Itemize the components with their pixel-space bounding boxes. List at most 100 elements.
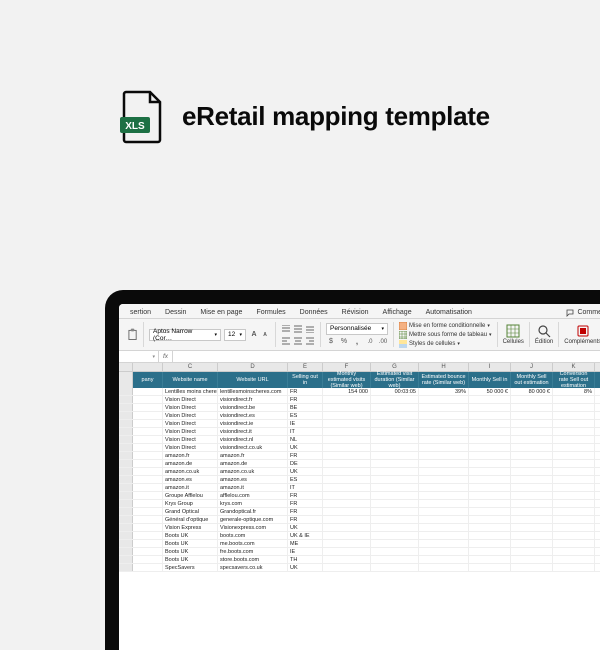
table-cell[interactable] [419,532,469,539]
table-header-cell[interactable]: Selling out in [288,372,323,388]
row-number[interactable] [119,404,133,411]
table-cell[interactable]: ES [288,412,323,419]
column-letter[interactable] [133,363,163,371]
table-header-cell[interactable]: Monthly Sell out estimation [511,372,553,388]
table-cell[interactable] [469,460,511,467]
table-cell[interactable] [553,468,595,475]
table-cell[interactable]: fre.boots.com [218,548,288,555]
table-cell[interactable]: specsavers.co.uk [218,564,288,571]
table-cell[interactable] [553,452,595,459]
table-cell[interactable] [469,476,511,483]
table-cell[interactable] [371,516,419,523]
table-cell[interactable] [511,444,553,451]
table-cell[interactable] [371,412,419,419]
table-cell[interactable]: amazon.co.uk [163,468,218,475]
comma-icon[interactable]: , [352,337,362,347]
table-cell[interactable]: UK [288,564,323,571]
table-cell[interactable] [469,436,511,443]
table-cell[interactable]: Boots UK [163,532,218,539]
table-cell[interactable] [371,548,419,555]
table-cell[interactable] [511,404,553,411]
column-letter[interactable]: G [371,363,419,371]
table-cell[interactable] [419,540,469,547]
font-size-select[interactable]: 12▾ [224,329,246,341]
table-cell[interactable]: UK & IE [288,532,323,539]
table-cell[interactable] [511,516,553,523]
paste-icon[interactable] [128,330,138,340]
table-cell[interactable] [553,556,595,563]
addins-button[interactable]: Compléments [564,324,600,345]
table-cell[interactable] [469,500,511,507]
table-cell[interactable]: Grand Optical [163,508,218,515]
table-cell[interactable] [419,484,469,491]
currency-icon[interactable]: $ [326,337,336,347]
select-all-corner[interactable] [119,363,133,371]
table-cell[interactable] [553,516,595,523]
table-cell[interactable] [371,436,419,443]
table-cell[interactable]: generale-optique.com [218,516,288,523]
name-box[interactable]: ▾ [119,351,159,362]
table-cell[interactable]: 39% [419,388,469,395]
row-number[interactable] [119,540,133,547]
table-cell[interactable]: Vision Direct [163,404,218,411]
table-cell[interactable] [371,460,419,467]
ribbon-tab[interactable]: Dessin [158,307,193,318]
column-letter[interactable]: K [553,363,595,371]
table-cell[interactable]: Krys Group [163,500,218,507]
table-cell[interactable] [133,500,163,507]
column-letter[interactable]: C [163,363,218,371]
row-number[interactable] [119,556,133,563]
row-number[interactable] [119,412,133,419]
table-cell[interactable]: visiondirect.co.uk [218,444,288,451]
row-number[interactable] [119,508,133,515]
table-cell[interactable]: boots.com [218,532,288,539]
table-header-cell[interactable]: pany [133,372,163,388]
table-cell[interactable]: visiondirect.ie [218,420,288,427]
table-cell[interactable]: ES [288,476,323,483]
table-cell[interactable]: amazon.it [163,484,218,491]
table-cell[interactable] [133,532,163,539]
table-cell[interactable] [553,508,595,515]
table-cell[interactable]: NL [288,436,323,443]
row-number[interactable] [119,564,133,571]
table-cell[interactable] [133,404,163,411]
table-cell[interactable] [469,468,511,475]
align-top-icon[interactable] [281,324,291,334]
table-cell[interactable] [133,548,163,555]
table-cell[interactable] [511,412,553,419]
table-cell[interactable] [133,524,163,531]
table-cell[interactable] [323,420,371,427]
table-cell[interactable] [419,564,469,571]
align-center-icon[interactable] [293,336,303,346]
table-cell[interactable] [511,452,553,459]
table-cell[interactable]: visiondirect.it [218,428,288,435]
table-cell[interactable]: amazon.de [163,460,218,467]
table-cell[interactable] [133,492,163,499]
table-cell[interactable] [419,524,469,531]
ribbon-tab[interactable]: Données [293,307,335,318]
table-cell[interactable] [419,420,469,427]
row-number[interactable] [119,452,133,459]
table-cell[interactable] [133,460,163,467]
table-header-cell[interactable]: Website URL [218,372,288,388]
table-cell[interactable] [323,428,371,435]
table-cell[interactable] [323,508,371,515]
ribbon-tab[interactable]: Affichage [376,307,419,318]
table-cell[interactable] [511,508,553,515]
table-cell[interactable] [133,428,163,435]
table-cell[interactable] [133,476,163,483]
table-cell[interactable] [323,484,371,491]
ribbon-tab[interactable]: sertion [123,307,158,318]
dec-decimal-icon[interactable]: .00 [378,337,388,347]
table-cell[interactable] [323,500,371,507]
table-cell[interactable]: Vision Direct [163,420,218,427]
table-cell[interactable] [419,508,469,515]
table-cell[interactable] [133,556,163,563]
table-cell[interactable] [511,524,553,531]
table-cell[interactable] [323,460,371,467]
decrease-font-icon[interactable]: A [260,330,270,340]
table-cell[interactable] [133,396,163,403]
table-cell[interactable] [469,404,511,411]
table-cell[interactable] [323,564,371,571]
table-cell[interactable] [511,500,553,507]
